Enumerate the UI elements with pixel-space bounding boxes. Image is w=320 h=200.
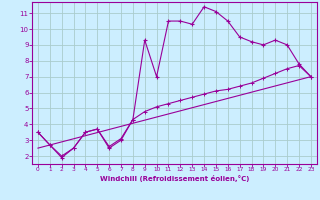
X-axis label: Windchill (Refroidissement éolien,°C): Windchill (Refroidissement éolien,°C) xyxy=(100,175,249,182)
